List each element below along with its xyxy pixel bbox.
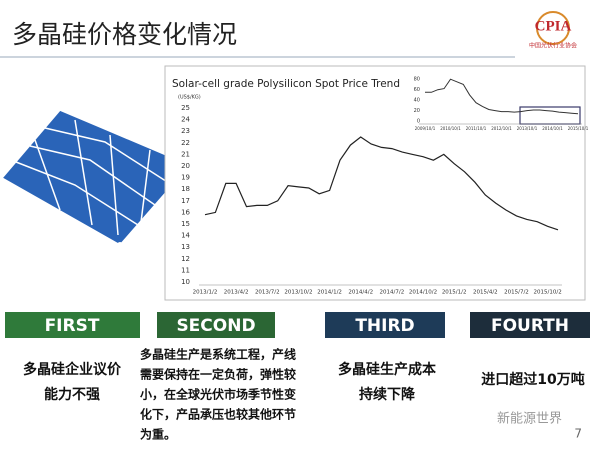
x-tick-label: 2015/1/2 [442, 290, 467, 296]
point-label: FIRST [45, 316, 100, 336]
y-tick-label: 17 [181, 197, 190, 205]
x-tick-label: 2014/1/2 [317, 290, 342, 296]
x-tick-label: 2012/10/1 [491, 126, 512, 131]
point-text: 持续下降 [359, 386, 416, 403]
chart-title: Solar-cell grade Polysilicon Spot Price … [172, 78, 400, 90]
x-tick-label: 2014/10/2 [409, 290, 437, 296]
y-tick-label: 24 [181, 116, 190, 124]
x-tick-label: 2015/7/2 [504, 290, 529, 296]
y-tick-label: 14 [181, 232, 190, 240]
y-tick-label: 22 [181, 139, 190, 147]
point-label: FOURTH [491, 316, 569, 336]
y-tick-label: 40 [414, 98, 420, 104]
y-tick-label: 15 [181, 220, 190, 228]
point-label: THIRD [355, 316, 414, 336]
point-header [325, 312, 445, 338]
point-header [5, 312, 140, 338]
y-tick-label: 60 [414, 87, 420, 93]
y-tick-label: 16 [181, 208, 190, 216]
y-tick-label: 13 [181, 243, 190, 251]
point-label: SECOND [176, 316, 255, 336]
x-tick-label: 2014/7/2 [380, 290, 405, 296]
y-tick-label: 20 [181, 162, 190, 170]
point-text: 能力不强 [44, 386, 100, 403]
x-tick-label: 2014/10/1 [542, 126, 563, 131]
slide-title: 多晶硅价格变化情况 [12, 20, 237, 49]
price-line [204, 136, 559, 231]
y-tick-label: 10 [181, 278, 190, 286]
x-tick-label: 2013/10/2 [284, 290, 312, 296]
inset-frame [416, 68, 583, 138]
point-text: 多晶硅企业议价 [23, 361, 122, 378]
x-tick-label: 2009/10/1 [415, 126, 436, 131]
x-tick-label: 2014/4/2 [348, 290, 373, 296]
y-tick-label: 21 [181, 150, 190, 158]
logo-name: CPIA [535, 18, 572, 34]
x-tick-label: 2015/4/2 [473, 290, 498, 296]
point-text: 多晶硅生产是系统工程，产线 [140, 347, 296, 362]
y-tick-label: 80 [414, 77, 420, 83]
y-tick-label: 23 [181, 127, 190, 135]
point-text: 小，在全球光伏市场季节性变 [140, 387, 296, 402]
y-tick-label: 11 [181, 266, 190, 274]
x-tick-label: 2015/10/1 [568, 126, 589, 131]
x-tick-label: 2013/4/2 [224, 290, 249, 296]
y-axis-label: (US$/KG) [178, 95, 201, 101]
page-number: 7 [574, 427, 582, 441]
watermark: 新能源世界 [497, 411, 562, 427]
x-tick-label: 2013/10/1 [517, 126, 538, 131]
point-text: 需要保持在一定负荷，弹性较 [140, 367, 296, 382]
y-tick-label: 19 [181, 174, 190, 182]
logo-subtitle: 中国光伏行业协会 [529, 42, 577, 50]
y-tick-label: 0 [417, 119, 420, 125]
x-tick-label: 2013/7/2 [255, 290, 280, 296]
y-tick-label: 20 [414, 108, 420, 114]
point-text: 多晶硅生产成本 [338, 361, 437, 378]
y-tick-label: 12 [181, 255, 190, 263]
x-tick-label: 2010/10/1 [440, 126, 461, 131]
x-tick-label: 2015/10/2 [534, 290, 562, 296]
point-text: 为重。 [140, 427, 176, 442]
point-text: 化下，产品承压也较其他环节 [140, 407, 296, 422]
surface-graphic [0, 109, 193, 248]
y-tick-label: 25 [181, 104, 190, 112]
price-line [425, 78, 579, 115]
point-header [157, 312, 275, 338]
point-header [470, 312, 590, 338]
logo-ring [536, 11, 570, 45]
x-tick-label: 2013/1/2 [193, 290, 218, 296]
x-tick-label: 2011/10/1 [466, 126, 487, 131]
point-text: 进口超过10万吨 [481, 371, 584, 388]
y-tick-label: 18 [181, 185, 190, 193]
